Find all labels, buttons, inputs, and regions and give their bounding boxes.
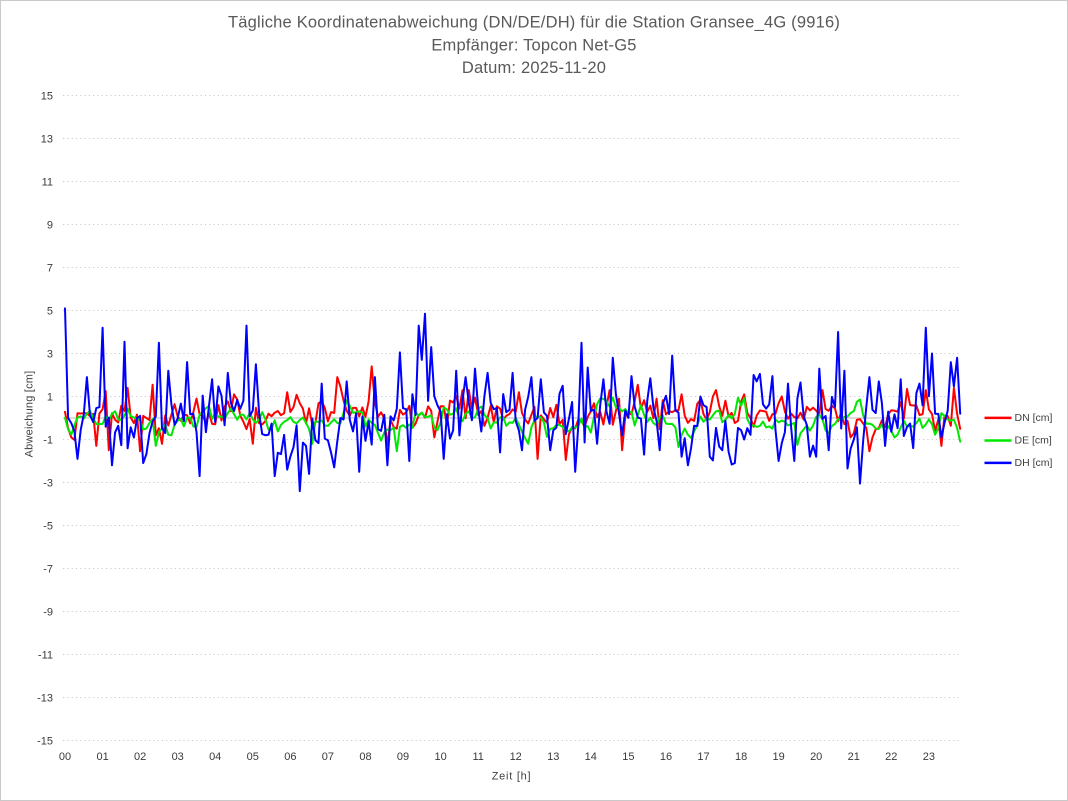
svg-text:03: 03 (172, 751, 184, 763)
svg-text:Tägliche Koordinatenabweichung: Tägliche Koordinatenabweichung (DN/DE/DH… (228, 13, 840, 31)
svg-text:11: 11 (42, 176, 53, 188)
svg-text:11: 11 (472, 751, 483, 763)
svg-text:5: 5 (47, 305, 53, 317)
svg-text:14: 14 (585, 751, 597, 763)
svg-text:13: 13 (547, 751, 559, 763)
svg-text:DH [cm]: DH [cm] (1015, 457, 1053, 469)
svg-text:-5: -5 (43, 520, 53, 532)
svg-text:-9: -9 (43, 606, 53, 618)
svg-text:16: 16 (660, 751, 672, 763)
svg-text:01: 01 (96, 751, 108, 763)
svg-text:04: 04 (209, 751, 221, 763)
svg-text:20: 20 (810, 751, 822, 763)
svg-text:00: 00 (59, 751, 71, 763)
svg-text:05: 05 (247, 751, 259, 763)
svg-text:10: 10 (434, 751, 446, 763)
svg-text:7: 7 (47, 262, 53, 274)
svg-text:19: 19 (772, 751, 784, 763)
svg-text:-11: -11 (38, 649, 53, 661)
svg-text:06: 06 (284, 751, 296, 763)
svg-text:17: 17 (697, 751, 709, 763)
svg-text:12: 12 (510, 751, 522, 763)
svg-text:18: 18 (735, 751, 747, 763)
svg-text:DN [cm]: DN [cm] (1015, 412, 1053, 424)
svg-text:07: 07 (322, 751, 334, 763)
svg-text:-15: -15 (37, 735, 53, 747)
svg-text:Zeit [h]: Zeit [h] (492, 771, 532, 783)
svg-text:21: 21 (848, 751, 860, 763)
svg-text:DE [cm]: DE [cm] (1015, 435, 1052, 447)
svg-text:1: 1 (47, 391, 53, 403)
svg-text:Empfänger: Topcon Net-G5: Empfänger: Topcon Net-G5 (431, 36, 636, 54)
svg-text:-13: -13 (37, 692, 53, 704)
svg-text:-1: -1 (43, 434, 53, 446)
svg-text:13: 13 (41, 133, 53, 145)
svg-text:-7: -7 (43, 563, 53, 575)
svg-text:-3: -3 (43, 477, 53, 489)
svg-text:3: 3 (47, 348, 53, 360)
svg-text:08: 08 (359, 751, 371, 763)
svg-text:09: 09 (397, 751, 409, 763)
svg-text:02: 02 (134, 751, 146, 763)
svg-text:15: 15 (41, 90, 53, 102)
svg-text:22: 22 (885, 751, 897, 763)
svg-text:Abweichung [cm]: Abweichung [cm] (24, 371, 36, 458)
svg-text:23: 23 (923, 751, 935, 763)
svg-text:Datum: 2025-11-20: Datum: 2025-11-20 (462, 59, 606, 77)
svg-text:15: 15 (622, 751, 634, 763)
svg-text:9: 9 (47, 219, 53, 231)
